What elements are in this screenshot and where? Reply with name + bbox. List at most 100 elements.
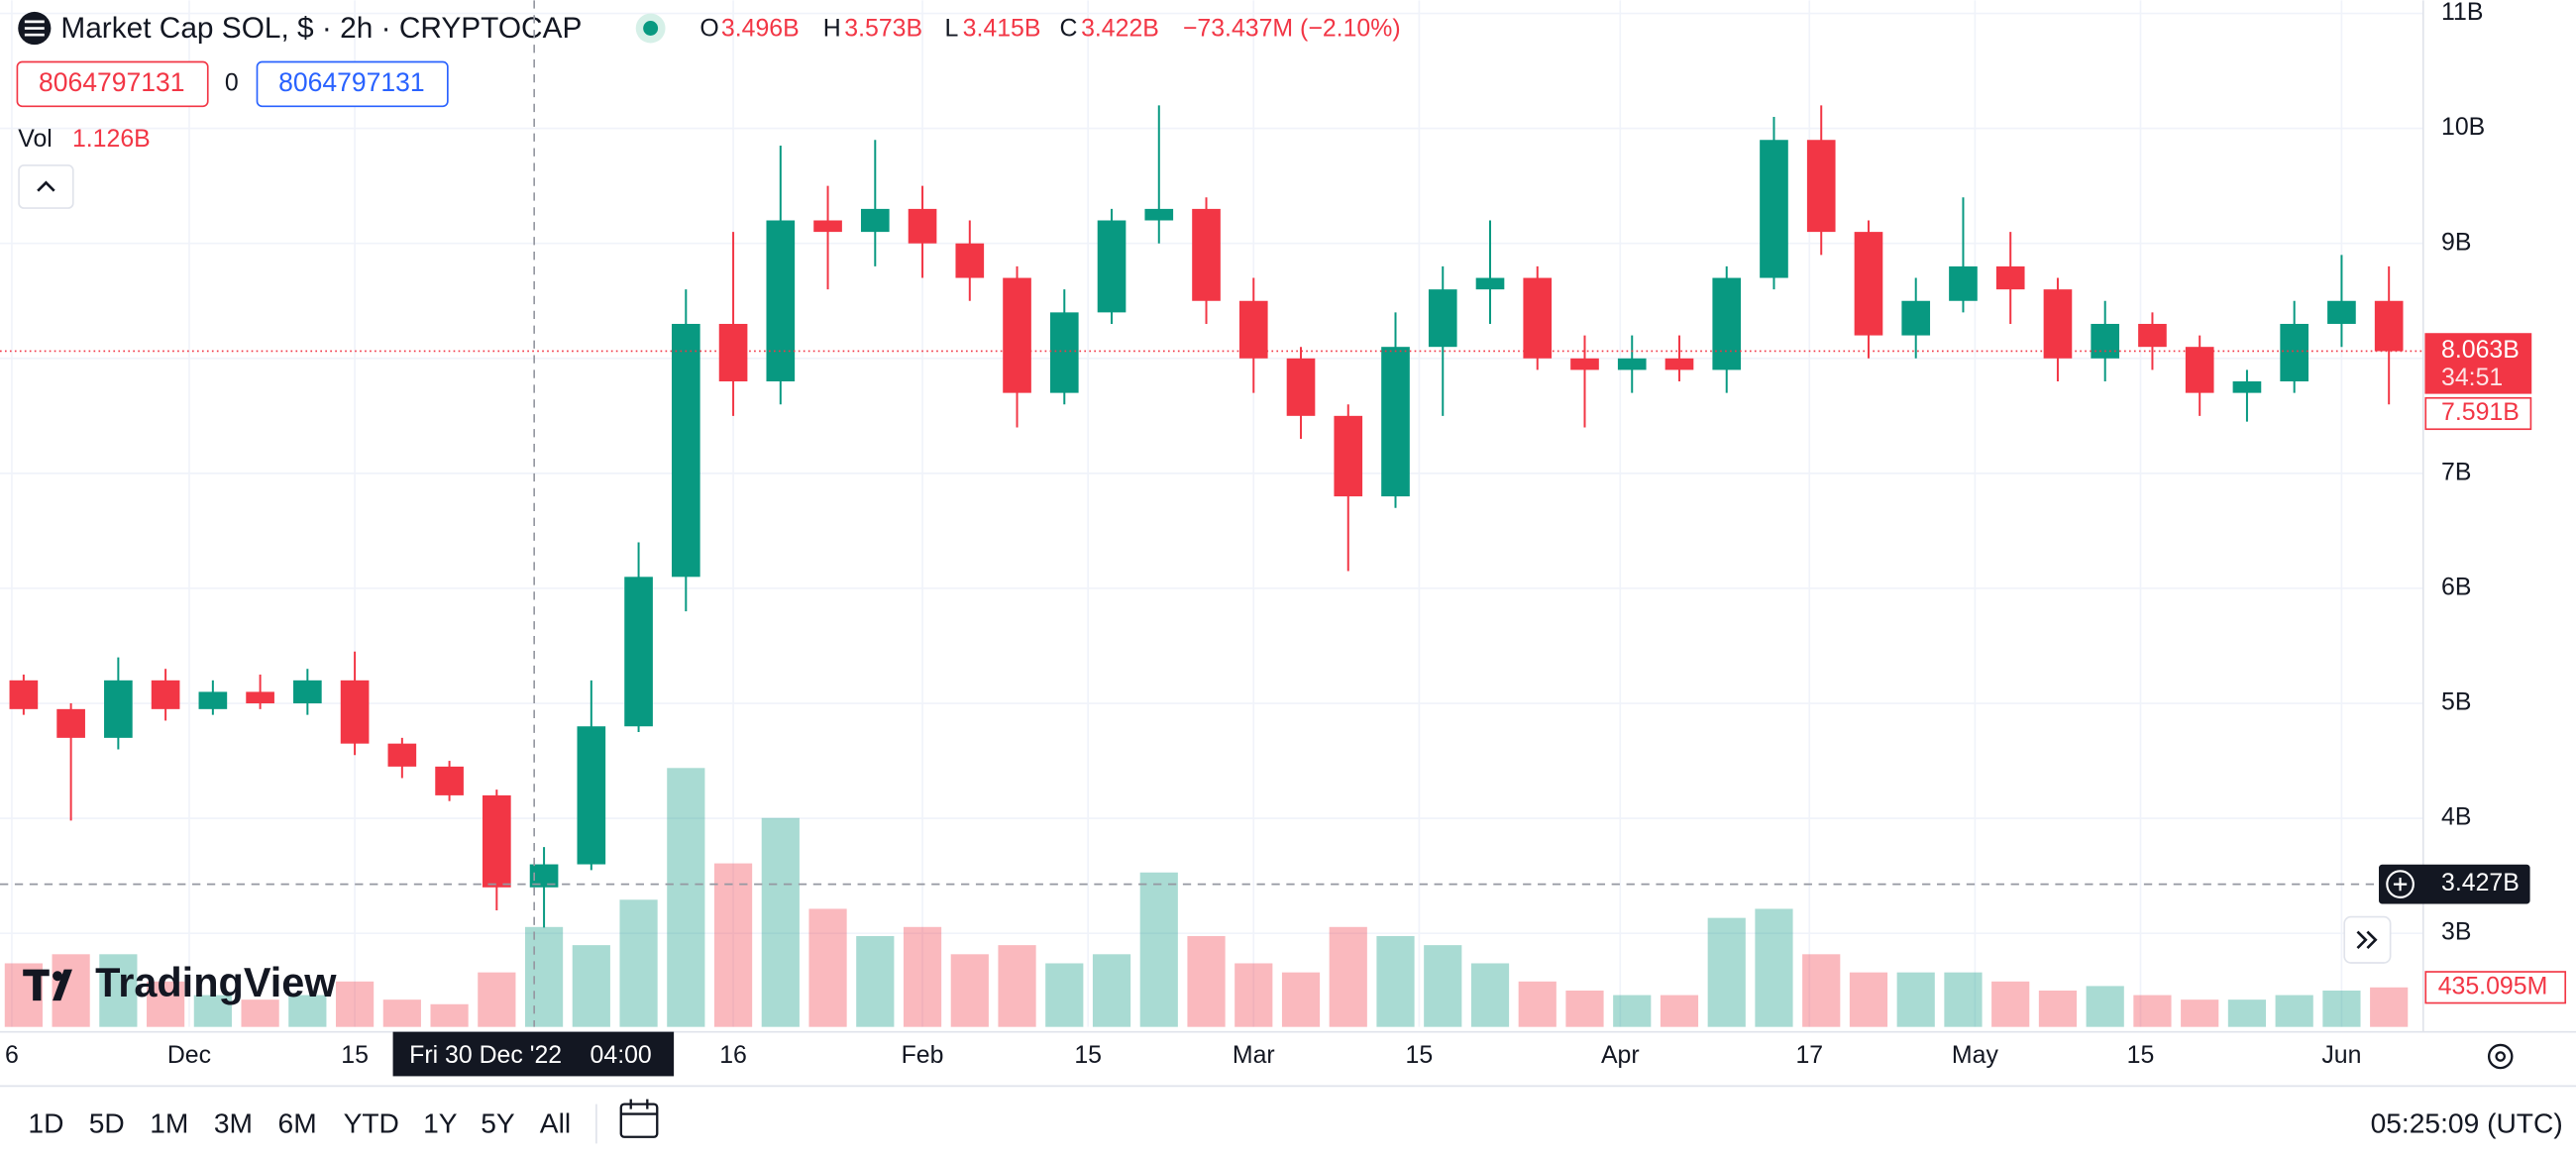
volume-bar bbox=[335, 981, 375, 1027]
volume-bar bbox=[1802, 954, 1841, 1027]
candle-body bbox=[198, 691, 228, 709]
candle-body bbox=[1712, 277, 1742, 370]
spread: 0 bbox=[225, 68, 239, 96]
candle-body bbox=[624, 577, 653, 727]
calendar-icon[interactable] bbox=[619, 1103, 659, 1138]
logo-mark bbox=[53, 971, 63, 982]
y-tick-label: 4B bbox=[2441, 803, 2471, 831]
volume-pane bbox=[4, 768, 2409, 1027]
volume-bar bbox=[1092, 954, 1131, 1027]
volume-bar bbox=[1045, 963, 1084, 1027]
range-button[interactable]: 6M bbox=[278, 1107, 317, 1139]
range-button[interactable]: 5Y bbox=[481, 1107, 515, 1139]
countdown: 34:51 bbox=[2441, 364, 2503, 391]
range-button[interactable]: 3M bbox=[214, 1107, 253, 1139]
candle-body bbox=[1144, 208, 1174, 221]
x-tick-label: 17 bbox=[1795, 1041, 1823, 1069]
candle-body bbox=[1097, 220, 1127, 313]
ohlc-change: −73.437M (−2.10%) bbox=[1183, 15, 1401, 43]
range-button[interactable]: 1M bbox=[150, 1107, 188, 1139]
x-tick-label: Dec bbox=[167, 1041, 211, 1069]
volume-bar bbox=[382, 999, 421, 1027]
x-tick-label: May bbox=[1952, 1041, 1999, 1069]
volume-bar bbox=[1755, 908, 1793, 1027]
ohlc-key: C bbox=[1060, 15, 1078, 43]
candle-body bbox=[1192, 208, 1221, 301]
range-button[interactable]: YTD bbox=[344, 1107, 399, 1139]
volume-bar bbox=[1281, 972, 1321, 1027]
y-tick-label: 6B bbox=[2441, 574, 2471, 601]
candle-body bbox=[104, 680, 133, 738]
volume-bar bbox=[99, 954, 138, 1027]
range-button[interactable]: All bbox=[540, 1107, 571, 1139]
candle-body bbox=[1523, 277, 1553, 359]
candle-body bbox=[908, 208, 937, 244]
volume-last-label: 435.095M bbox=[2438, 972, 2548, 999]
candle-body bbox=[1760, 140, 1788, 278]
sell-price[interactable]: 8064797131 bbox=[39, 67, 184, 97]
candle-body bbox=[483, 794, 511, 888]
volume-bar bbox=[193, 995, 232, 1027]
ohlc-legend: O 3.496B H 3.573B L 3.415B C 3.422B −73.… bbox=[699, 15, 1400, 43]
volume-bar bbox=[1849, 972, 1888, 1027]
crosshair-price-label: 3.427B bbox=[2441, 869, 2520, 896]
scroll-icon bbox=[2356, 930, 2378, 950]
volume-bar bbox=[761, 817, 800, 1027]
volume-last-box bbox=[2424, 971, 2567, 1004]
volume-bar bbox=[241, 999, 279, 1027]
marker-price-box bbox=[2424, 396, 2532, 431]
sell-box[interactable] bbox=[16, 60, 209, 108]
volume-bar bbox=[1944, 972, 1983, 1027]
volume-value: 1.126B bbox=[72, 125, 151, 153]
x-tick-label: Apr bbox=[1601, 1041, 1640, 1069]
status-dot bbox=[643, 21, 659, 36]
buy-box[interactable] bbox=[256, 60, 449, 108]
marker-price-label: 7.591B bbox=[2441, 398, 2520, 426]
candle-body bbox=[2091, 323, 2120, 359]
range-button[interactable]: 5D bbox=[89, 1107, 125, 1139]
crosshair-plus[interactable] bbox=[2386, 870, 2415, 898]
candle-body bbox=[1381, 347, 1410, 497]
range-button[interactable]: 1Y bbox=[423, 1107, 458, 1139]
volume-bar bbox=[2038, 990, 2078, 1027]
collapse-button[interactable] bbox=[18, 164, 74, 209]
x-tick-label: 6 bbox=[5, 1041, 19, 1069]
candle-body bbox=[9, 680, 39, 709]
candle-body bbox=[151, 680, 180, 709]
volume-bar bbox=[147, 981, 185, 1027]
candle-body bbox=[435, 766, 464, 795]
settings-icon bbox=[2495, 1051, 2507, 1062]
y-tick-label: 5B bbox=[2441, 688, 2471, 716]
volume-bar bbox=[1896, 972, 1935, 1027]
logo-mark bbox=[23, 969, 72, 1001]
volume-bar bbox=[998, 945, 1036, 1027]
ohlc-value: 3.573B bbox=[844, 15, 922, 43]
candle-body bbox=[1949, 265, 1978, 301]
toolbar: 1D 5D 1M 3M 6M YTD 1Y 5Y All bbox=[28, 1107, 571, 1139]
symbol-logo-mark bbox=[24, 20, 45, 37]
candle-body bbox=[2185, 347, 2214, 393]
candle-body bbox=[955, 243, 985, 278]
logo-text: TradingView bbox=[95, 959, 337, 1005]
grid: 3B4B5B6B7B8B9B10B11B6Dec1516Feb15Mar15Ap… bbox=[0, 0, 2485, 1069]
volume-bar bbox=[1565, 990, 1604, 1027]
range-button[interactable]: 1D bbox=[28, 1107, 63, 1139]
settings-icon[interactable] bbox=[2487, 1043, 2514, 1070]
candle-body bbox=[293, 680, 322, 704]
volume-bar bbox=[1660, 995, 1699, 1027]
candle-body bbox=[1049, 312, 1079, 393]
last-price-box bbox=[2424, 333, 2532, 394]
candle-body bbox=[1334, 415, 1363, 497]
crosshair-plus bbox=[2393, 877, 2408, 892]
buy-price[interactable]: 8064797131 bbox=[278, 67, 424, 97]
candle-body bbox=[1806, 140, 1836, 233]
volume-bar bbox=[572, 945, 610, 1027]
candle-body bbox=[1664, 358, 1694, 370]
x-tick-label: 15 bbox=[2127, 1041, 2155, 1069]
candle-body bbox=[1003, 277, 1031, 393]
candle-body bbox=[671, 323, 700, 578]
candle-body bbox=[1475, 277, 1505, 290]
volume-bar bbox=[667, 768, 705, 1027]
